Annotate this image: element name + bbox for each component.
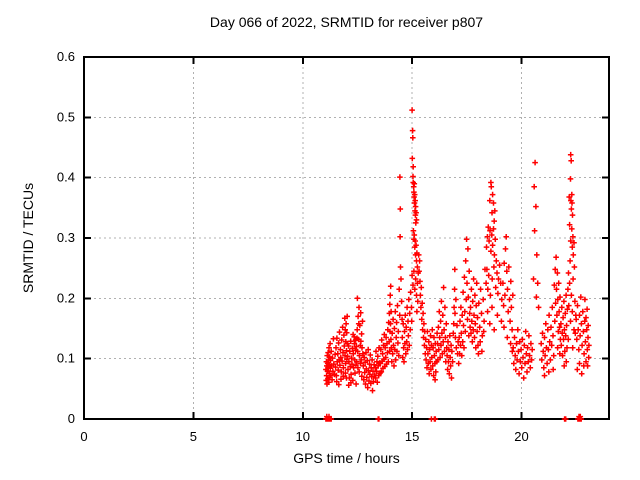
x-tick-label: 15 <box>405 429 419 444</box>
x-tick-label: 20 <box>514 429 528 444</box>
y-tick-label: 0.2 <box>57 290 75 305</box>
x-tick-label: 0 <box>80 429 87 444</box>
chart-title: Day 066 of 2022, SRMTID for receiver p80… <box>209 14 484 30</box>
y-tick-label: 0.5 <box>57 109 75 124</box>
y-tick-label: 0.3 <box>57 230 75 245</box>
y-tick-label: 0 <box>68 411 75 426</box>
y-tick-label: 0.1 <box>57 351 75 366</box>
data-points <box>323 107 592 422</box>
gridlines <box>84 57 609 419</box>
x-tick-label: 5 <box>190 429 197 444</box>
y-tick-label: 0.4 <box>57 170 75 185</box>
tick-marks <box>83 56 609 420</box>
x-axis-label: GPS time / hours <box>293 450 400 466</box>
y-tick-label: 0.6 <box>57 49 75 64</box>
x-tick-label: 10 <box>296 429 310 444</box>
